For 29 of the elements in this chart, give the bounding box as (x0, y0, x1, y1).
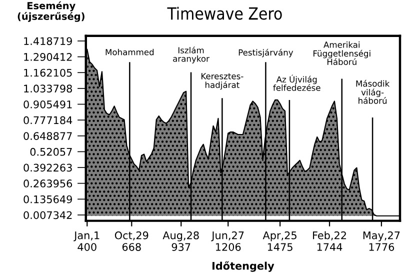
x-tick-label: Jan,1 400 (74, 232, 100, 251)
y-tick-label: 0.905491 (24, 100, 72, 108)
y-tick-label: 0.263956 (24, 180, 72, 188)
x-tick-label: Aug,28 937 (162, 231, 199, 251)
annotation: Amerikai Függetlenségi Háború (314, 41, 370, 65)
annotation: Az Újvilág felfedezése (273, 74, 320, 91)
y-tick-label: 1.418719 (24, 37, 72, 46)
annotation: Iszlám aranykor (173, 46, 210, 64)
annotation: Keresztes- hadjárat (201, 73, 244, 90)
annotation: Második világ- háború (356, 80, 390, 104)
y-tick-label: 0.648877 (24, 132, 72, 140)
annotation: Pestisjárvány (238, 48, 294, 58)
y-tick-label: 0.135649 (24, 195, 72, 204)
annotation: Mohammed (106, 48, 154, 56)
y-tick-label: 0.007342 (24, 211, 72, 220)
y-tick-label: 1.162105 (24, 68, 72, 77)
y-tick-label: 0.777184 (24, 116, 72, 124)
x-axis-title: Időtengely (212, 261, 274, 272)
x-tick-label: May,27 1776 (363, 231, 400, 251)
y-tick-label: 1.290412 (24, 53, 72, 61)
chart-title: Timewave Zero (167, 6, 282, 20)
x-tick-label: Oct,29 668 (114, 231, 148, 251)
y-tick-label: 0.52057 (30, 148, 72, 156)
x-tick-label: Jun,27 1206 (211, 231, 244, 251)
x-tick-label: Apr,25 1475 (262, 231, 296, 251)
y-axis-title: Esemény (újszerűség) (18, 1, 84, 22)
y-tick-label: 0.392263 (24, 164, 72, 172)
y-tick-label: 1.033798 (24, 84, 72, 93)
x-tick-label: Feb,22 1744 (313, 231, 346, 251)
